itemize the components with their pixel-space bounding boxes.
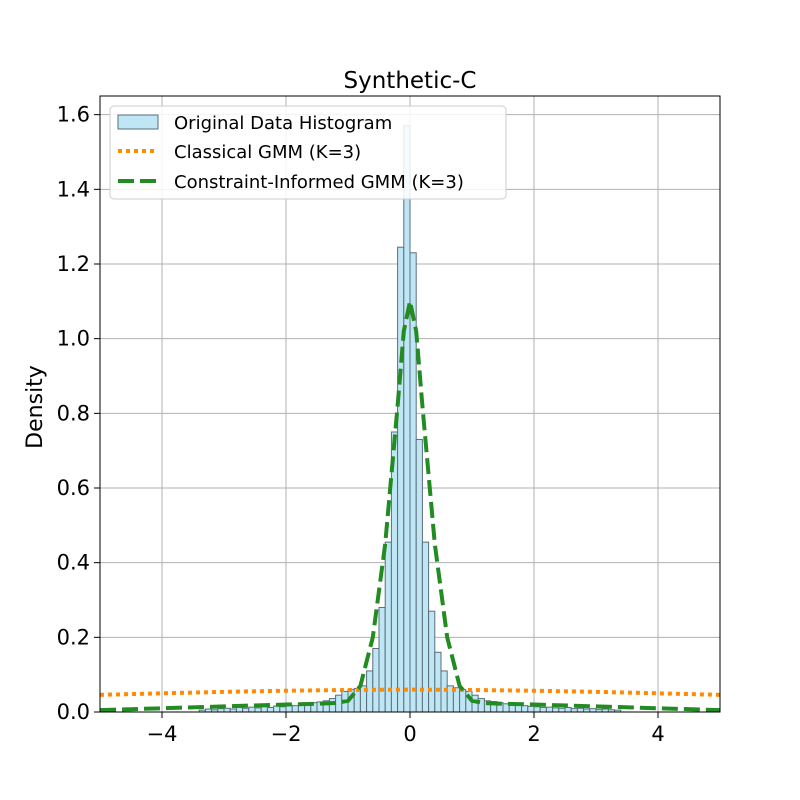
y-axis-label: Density bbox=[23, 365, 48, 449]
histogram-bars bbox=[198, 125, 622, 713]
chart-title: Synthetic-C bbox=[344, 68, 477, 94]
y-tick-label: 0.4 bbox=[57, 551, 90, 575]
histogram-bar bbox=[558, 707, 566, 713]
x-tick-label: −4 bbox=[147, 722, 178, 746]
histogram-bar bbox=[273, 705, 281, 713]
histogram-bar bbox=[514, 704, 523, 713]
y-tick-label: 1.0 bbox=[57, 327, 90, 351]
histogram-bar bbox=[266, 707, 275, 713]
histogram-bar bbox=[242, 707, 250, 713]
y-tick-label: 0.8 bbox=[57, 401, 90, 425]
legend-label-classical-gmm: Classical GMM (K=3) bbox=[174, 142, 361, 163]
histogram-bar bbox=[576, 707, 585, 713]
x-tick-label: −2 bbox=[271, 722, 302, 746]
histogram-bar bbox=[527, 705, 535, 713]
histogram-bar bbox=[279, 706, 287, 713]
histogram-bar bbox=[539, 707, 547, 713]
y-tick-label: 1.4 bbox=[57, 177, 90, 201]
histogram-bar bbox=[421, 541, 430, 713]
histogram-bar bbox=[235, 707, 244, 713]
y-axis-ticks: 0.0 0.2 0.4 0.6 0.8 1.0 1.2 1.4 1.6 bbox=[57, 103, 100, 724]
x-tick-label: 2 bbox=[527, 722, 540, 746]
histogram-bar bbox=[570, 708, 578, 713]
histogram-bar bbox=[390, 431, 399, 713]
histogram-bar bbox=[353, 687, 361, 713]
histogram-bar bbox=[378, 606, 386, 713]
x-tick-label: 0 bbox=[403, 722, 416, 746]
histogram-bar bbox=[409, 252, 417, 713]
histogram-bar bbox=[434, 651, 442, 713]
histogram-bar bbox=[372, 648, 380, 713]
histogram-bar bbox=[248, 706, 256, 713]
x-tick-label: 4 bbox=[651, 722, 664, 746]
histogram-bar bbox=[403, 125, 411, 713]
histogram-bar bbox=[254, 707, 262, 713]
legend-label-histogram: Original Data Histogram bbox=[174, 113, 392, 134]
y-tick-label: 1.6 bbox=[57, 103, 90, 127]
legend-frame bbox=[109, 105, 507, 200]
histogram-bar bbox=[328, 698, 337, 713]
histogram-bar bbox=[384, 541, 392, 713]
histogram-bar bbox=[552, 707, 560, 713]
legend: Original Data Histogram Classical GMM (K… bbox=[109, 105, 507, 200]
x-axis-ticks: −4 −2 0 2 4 bbox=[147, 712, 665, 746]
legend-label-constraint-gmm: Constraint-Informed GMM (K=3) bbox=[174, 172, 464, 193]
y-tick-label: 0.0 bbox=[57, 700, 90, 724]
histogram-bar bbox=[335, 694, 343, 713]
histogram-bar bbox=[260, 706, 268, 713]
histogram-bar bbox=[223, 707, 231, 713]
histogram-bar bbox=[589, 708, 597, 713]
histogram-bar bbox=[397, 246, 405, 713]
histogram-bar bbox=[415, 438, 423, 713]
histogram-bar bbox=[217, 708, 225, 713]
histogram-bar bbox=[564, 707, 572, 713]
histogram-bar bbox=[521, 705, 529, 713]
y-tick-label: 0.2 bbox=[57, 625, 90, 649]
histogram-bar bbox=[459, 689, 467, 713]
histogram-bar bbox=[291, 705, 299, 713]
histogram-bar bbox=[545, 706, 554, 713]
histogram-bar bbox=[428, 610, 436, 713]
histogram-bar bbox=[533, 706, 541, 713]
y-tick-label: 1.2 bbox=[57, 252, 90, 276]
legend-swatch-histogram bbox=[117, 114, 159, 130]
y-tick-label: 0.6 bbox=[57, 476, 90, 500]
